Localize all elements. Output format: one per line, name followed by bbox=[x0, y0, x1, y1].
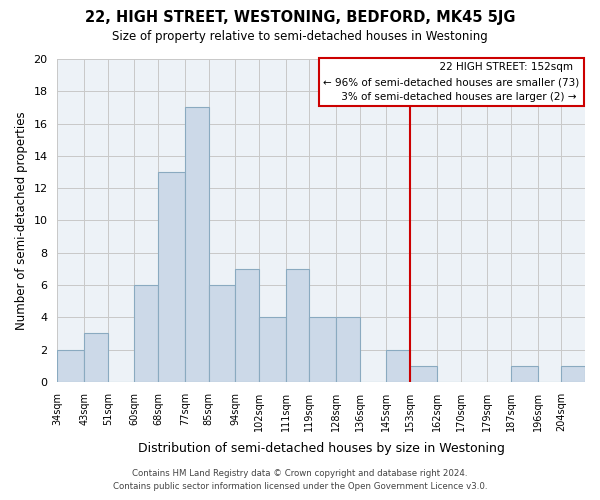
Bar bbox=[561, 366, 585, 382]
Bar bbox=[259, 318, 286, 382]
Bar bbox=[209, 285, 235, 382]
Bar bbox=[386, 350, 410, 382]
Text: Contains HM Land Registry data © Crown copyright and database right 2024.
Contai: Contains HM Land Registry data © Crown c… bbox=[113, 470, 487, 491]
Text: 22 HIGH STREET: 152sqm  
← 96% of semi-detached houses are smaller (73)
 3% of s: 22 HIGH STREET: 152sqm ← 96% of semi-det… bbox=[323, 62, 580, 102]
Text: 22, HIGH STREET, WESTONING, BEDFORD, MK45 5JG: 22, HIGH STREET, WESTONING, BEDFORD, MK4… bbox=[85, 10, 515, 25]
Bar bbox=[336, 318, 360, 382]
Bar bbox=[158, 172, 185, 382]
Bar bbox=[511, 366, 538, 382]
Bar bbox=[310, 318, 336, 382]
Bar bbox=[235, 269, 259, 382]
Bar bbox=[410, 366, 437, 382]
Bar bbox=[134, 285, 158, 382]
Bar bbox=[58, 350, 84, 382]
Text: Size of property relative to semi-detached houses in Westoning: Size of property relative to semi-detach… bbox=[112, 30, 488, 43]
Bar bbox=[185, 108, 209, 382]
Y-axis label: Number of semi-detached properties: Number of semi-detached properties bbox=[15, 111, 28, 330]
Bar bbox=[286, 269, 310, 382]
X-axis label: Distribution of semi-detached houses by size in Westoning: Distribution of semi-detached houses by … bbox=[138, 442, 505, 455]
Bar bbox=[84, 334, 108, 382]
